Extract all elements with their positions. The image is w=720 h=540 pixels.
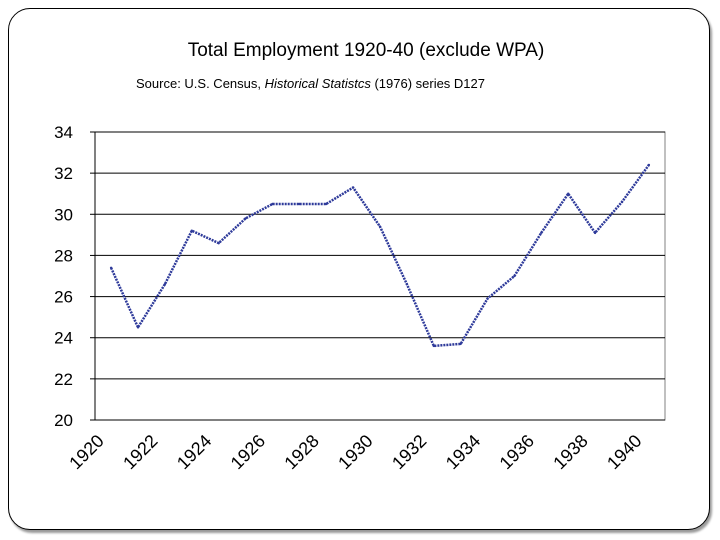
- data-point: [620, 200, 624, 204]
- data-point: [298, 202, 301, 206]
- y-tick-label: 30: [54, 205, 73, 224]
- x-tick-label: 1920: [65, 431, 107, 473]
- data-point: [109, 266, 113, 269]
- x-tick-label: 1928: [280, 431, 322, 473]
- y-tick-label: 28: [54, 246, 73, 265]
- slide-frame: [8, 8, 710, 530]
- chart-title: Total Employment 1920-40 (exclude WPA): [187, 40, 545, 61]
- subtitle-publication: Historical Statistcs: [264, 76, 371, 91]
- x-tick-label: 1924: [173, 431, 215, 473]
- data-point: [217, 241, 220, 245]
- data-point: [459, 342, 462, 346]
- data-point: [486, 297, 489, 300]
- data-point: [567, 192, 570, 195]
- x-tick-label: 1938: [549, 431, 591, 473]
- data-point: [432, 344, 435, 348]
- data-point: [378, 225, 382, 228]
- data-point: [405, 283, 409, 286]
- x-tick-label: 1932: [388, 431, 430, 473]
- subtitle-series: (1976) series D127: [370, 76, 485, 91]
- data-point: [593, 231, 597, 234]
- y-tick-label: 34: [54, 123, 73, 142]
- data-point: [351, 186, 355, 189]
- x-tick-label: 1930: [334, 431, 376, 473]
- x-tick-label: 1940: [603, 431, 645, 473]
- data-point: [244, 217, 247, 220]
- subtitle-source: Source: U.S. Census,: [136, 76, 265, 91]
- data-point: [190, 229, 193, 232]
- x-tick-label: 1922: [119, 431, 161, 473]
- data-point: [647, 163, 651, 167]
- y-tick-label: 26: [54, 288, 73, 307]
- data-point: [271, 202, 274, 206]
- x-tick-label: 1934: [442, 431, 484, 473]
- data-point: [136, 326, 140, 329]
- x-tick-label: 1926: [227, 431, 269, 473]
- plot-area: [94, 131, 666, 421]
- data-point: [325, 202, 328, 206]
- y-tick-label: 22: [54, 370, 73, 389]
- y-tick-label: 20: [54, 411, 73, 430]
- y-tick-label: 24: [54, 329, 73, 348]
- x-tick-label: 1936: [496, 431, 538, 473]
- data-point: [540, 231, 543, 234]
- y-tick-label: 32: [54, 164, 73, 183]
- chart-subtitle: Source: U.S. Census, Historical Statistc…: [136, 76, 485, 91]
- data-point: [513, 274, 516, 278]
- data-point: [163, 283, 167, 286]
